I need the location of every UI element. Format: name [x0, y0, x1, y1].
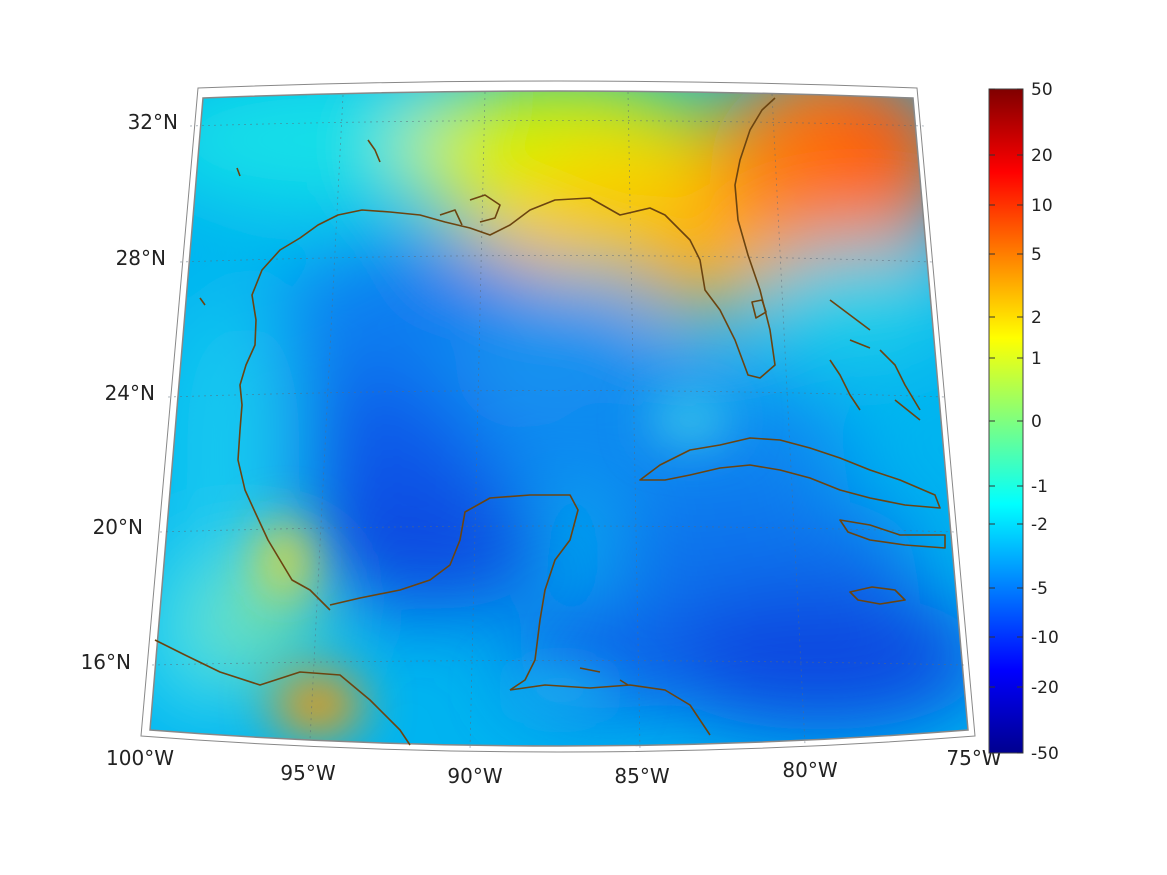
lat-label-20n: 20°N	[93, 515, 143, 539]
lat-label-32n: 32°N	[128, 110, 178, 134]
colorbar-tick-label: -50	[1031, 744, 1059, 764]
lon-label-80w: 80°W	[782, 758, 837, 782]
bahamas	[829, 299, 921, 421]
colorbar-tick-label: 2	[1031, 308, 1042, 328]
lake-okeechobee	[751, 299, 767, 319]
lon-label-100w: 100°W	[106, 746, 174, 770]
colorbar-tick-label: 1	[1031, 349, 1042, 369]
graticule	[151, 91, 966, 751]
colorbar-tick-label: -1	[1031, 477, 1048, 497]
colorbar-tick-label: -5	[1031, 579, 1048, 599]
mississippi-delta	[439, 194, 501, 226]
central-america-coast	[509, 684, 711, 736]
longitude-labels: 100°W 95°W 90°W 85°W 80°W 75°W	[106, 746, 1002, 788]
colorbar-tick-label: 20	[1031, 146, 1053, 166]
lon-label-95w: 95°W	[280, 761, 335, 785]
data-field	[150, 91, 968, 746]
colorbar-tick-label: -2	[1031, 515, 1048, 535]
pacific-coast	[154, 639, 411, 746]
map-frame	[149, 90, 969, 747]
lat-label-24n: 24°N	[105, 381, 155, 405]
latitude-labels: 32°N 28°N 24°N 20°N 16°N	[81, 110, 178, 674]
lat-label-28n: 28°N	[116, 246, 166, 270]
colorbar-tick-label: 50	[1031, 80, 1053, 100]
coastlines	[154, 97, 946, 746]
lon-label-90w: 90°W	[447, 764, 502, 788]
gulf-coast	[237, 97, 776, 611]
colorbar-tick-label: 10	[1031, 196, 1053, 216]
small-islands	[199, 139, 629, 686]
colorbar-tick-label: -20	[1031, 678, 1059, 698]
cuba	[639, 437, 941, 509]
map-frame-outer	[140, 80, 976, 753]
lon-label-85w: 85°W	[614, 764, 669, 788]
colorbar-tick-label: -10	[1031, 628, 1059, 648]
lat-label-16n: 16°N	[81, 650, 131, 674]
jamaica	[849, 586, 906, 605]
colorbar-tick-label: 0	[1031, 412, 1042, 432]
hispaniola	[839, 519, 946, 549]
yucatan-coast	[329, 494, 579, 691]
colorbar-tick-label: 5	[1031, 245, 1042, 265]
